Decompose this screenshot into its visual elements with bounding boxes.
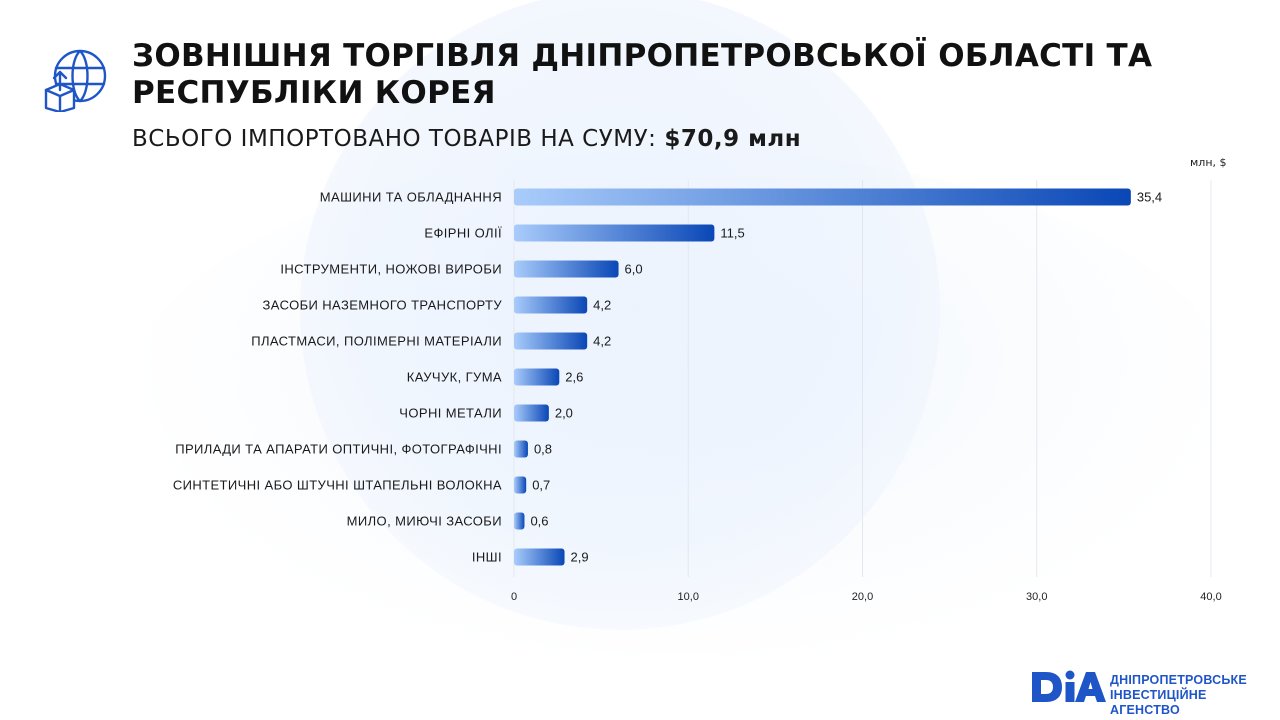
agency-name: ДНІПРОПЕТРОВСЬКЕ ІНВЕСТИЦІЙНЕ АГЕНСТВО bbox=[1110, 673, 1280, 718]
value-label: 4,2 bbox=[593, 334, 611, 349]
bar bbox=[514, 368, 560, 386]
value-label: 0,7 bbox=[532, 478, 550, 493]
category-label: ЕФІРНІ ОЛІЇ bbox=[424, 226, 502, 241]
x-tick-label: 40,0 bbox=[1200, 591, 1221, 603]
value-label: 35,4 bbox=[1137, 190, 1162, 205]
x-tick-label: 20,0 bbox=[852, 591, 873, 603]
globe-box-upload-icon bbox=[44, 49, 107, 112]
bar bbox=[514, 224, 715, 242]
bar bbox=[514, 512, 525, 530]
x-tick-label: 10,0 bbox=[678, 591, 699, 603]
agency-name-line1: ДНІПРОПЕТРОВСЬКЕ bbox=[1110, 673, 1247, 687]
value-label: 11,5 bbox=[720, 226, 744, 241]
x-tick-label: 30,0 bbox=[1026, 591, 1047, 603]
bar bbox=[514, 548, 565, 566]
bar bbox=[514, 404, 549, 422]
category-label: СИНТЕТИЧНІ АБО ШТУЧНІ ШТАПЕЛЬНІ ВОЛОКНА bbox=[173, 478, 502, 493]
category-label: МАШИНИ ТА ОБЛАДНАННЯ bbox=[320, 190, 502, 205]
value-label: 0,8 bbox=[534, 442, 552, 457]
category-label: ІНСТРУМЕНТИ, НОЖОВІ ВИРОБИ bbox=[280, 262, 502, 277]
bar bbox=[514, 440, 528, 458]
bar bbox=[514, 476, 527, 494]
value-label: 6,0 bbox=[625, 262, 643, 277]
page-title: ЗОВНІШНЯ ТОРГІВЛЯ ДНІПРОПЕТРОВСЬКОЇ ОБЛА… bbox=[132, 38, 1153, 111]
bar bbox=[514, 188, 1131, 206]
unit-label: млн, $ bbox=[1190, 156, 1227, 169]
value-label: 2,0 bbox=[555, 406, 573, 421]
bar bbox=[514, 260, 619, 278]
bar bbox=[514, 296, 588, 314]
category-label: ІНШІ bbox=[472, 550, 502, 565]
category-label: МИЛО, МИЮЧІ ЗАСОБИ bbox=[347, 514, 502, 529]
category-label: ПРИЛАДИ ТА АПАРАТИ ОПТИЧНІ, ФОТОГРАФІЧНІ bbox=[175, 442, 502, 457]
category-label: КАУЧУК, ГУМА bbox=[407, 370, 502, 385]
value-label: 0,6 bbox=[530, 514, 548, 529]
value-label: 2,9 bbox=[571, 550, 589, 565]
value-label: 2,6 bbox=[565, 370, 583, 385]
import-summary-value: $70,9 млн bbox=[664, 126, 802, 152]
value-label: 4,2 bbox=[593, 298, 611, 313]
category-label: ЧОРНІ МЕТАЛИ bbox=[399, 406, 502, 421]
agency-name-line2: ІНВЕСТИЦІЙНЕ АГЕНСТВО bbox=[1110, 688, 1207, 717]
category-label: ПЛАСТМАСИ, ПОЛІМЕРНІ МАТЕРІАЛИ bbox=[251, 334, 502, 349]
import-summary: ВСЬОГО ІМПОРТОВАНО ТОВАРІВ НА СУМУ: $70,9… bbox=[132, 126, 801, 152]
x-tick-label: 0 bbox=[511, 591, 517, 603]
category-label: ЗАСОБИ НАЗЕМНОГО ТРАНСПОРТУ bbox=[263, 298, 503, 313]
dia-logo bbox=[1032, 670, 1106, 702]
import-summary-label: ВСЬОГО ІМПОРТОВАНО ТОВАРІВ НА СУМУ: bbox=[132, 126, 657, 152]
bar bbox=[514, 332, 588, 350]
